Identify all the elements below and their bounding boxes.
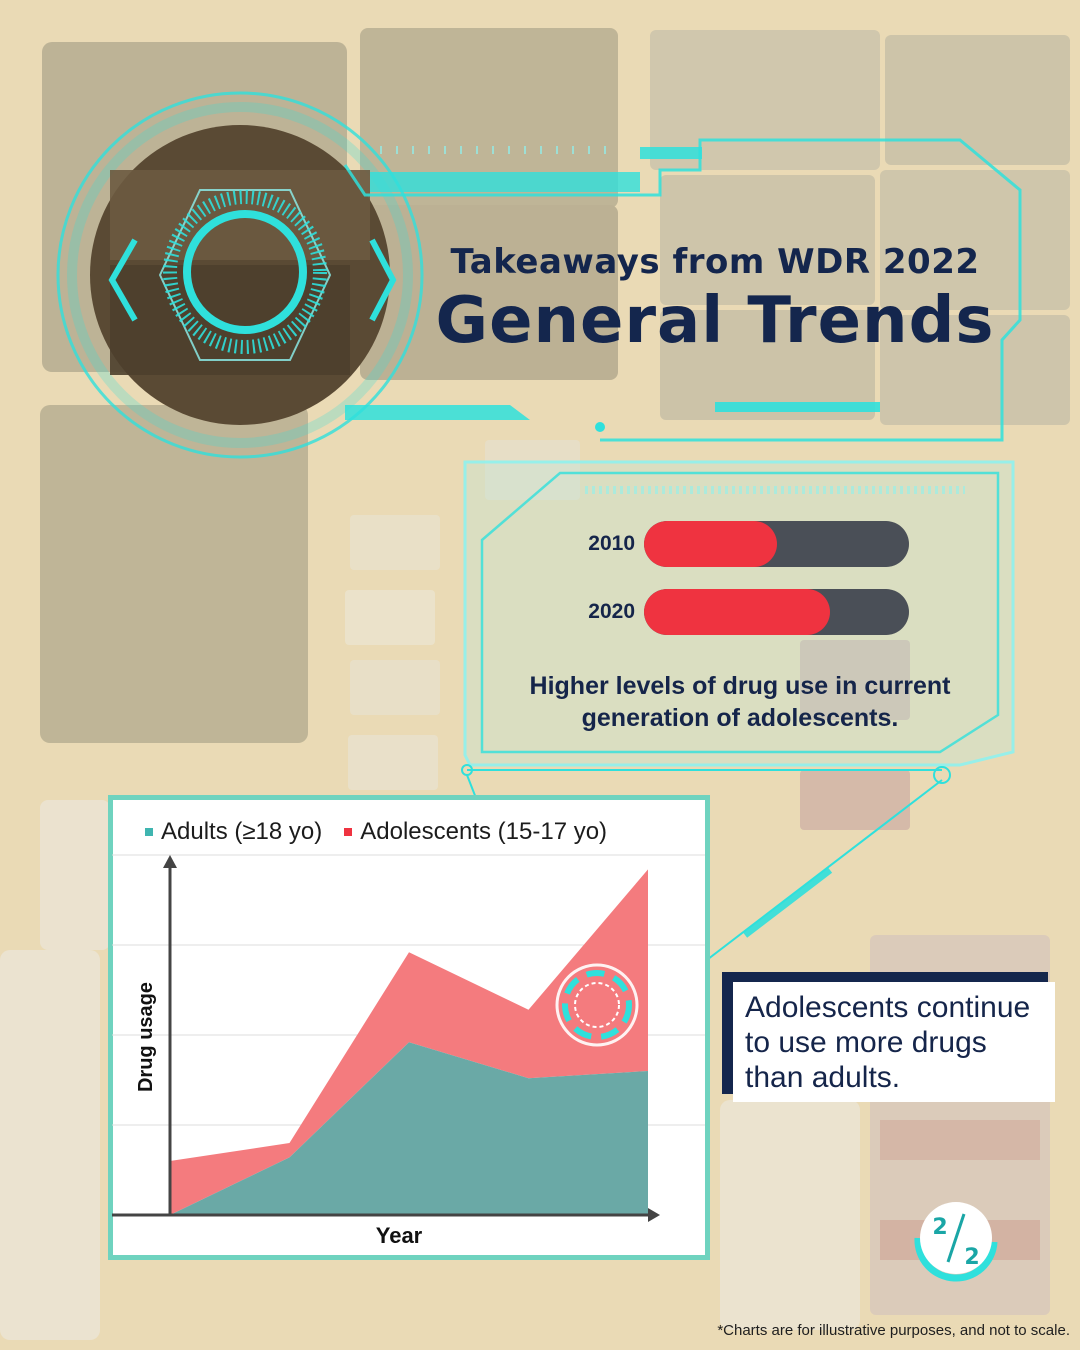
card-caption-line2: generation of adolescents. xyxy=(581,704,899,732)
bar-label-2020: 2020 xyxy=(588,600,635,623)
bar-track-2010 xyxy=(644,521,909,567)
callout-box: Adolescents continue to use more drugs t… xyxy=(733,982,1055,1102)
page-total: 2 xyxy=(964,1245,979,1270)
legend-label-adolescents: Adolescents (15-17 yo) xyxy=(360,818,608,845)
lens-inner-ring xyxy=(183,210,307,334)
page-indicator: 2 2 xyxy=(914,1202,998,1282)
card-caption: Higher levels of drug use in current gen… xyxy=(495,670,985,734)
header-subtitle: Takeaways from WDR 2022 xyxy=(450,242,980,282)
callout-line2: to use more drugs xyxy=(745,1026,987,1059)
bar-label-2010: 2010 xyxy=(588,532,635,555)
lens-glow-ring xyxy=(67,102,413,448)
bar-fill-2020 xyxy=(644,589,830,635)
bar-track-2020 xyxy=(644,589,909,635)
callout-line3: than adults. xyxy=(745,1061,901,1094)
legend-swatch-adolescents xyxy=(344,828,353,836)
legend-item-adolescents: Adolescents (15-17 yo) xyxy=(344,818,607,846)
page-current: 2 xyxy=(932,1215,947,1240)
lens-tick-ring xyxy=(163,190,327,354)
chart-legend: Adults (≥18 yo) Adolescents (15-17 yo) xyxy=(145,818,607,846)
footnote: *Charts are for illustrative purposes, a… xyxy=(717,1322,1070,1339)
lens-outer-ring xyxy=(56,91,424,459)
header-frame xyxy=(343,138,1022,442)
callout-line1: Adolescents continue xyxy=(745,991,1031,1024)
legend-swatch-adults xyxy=(145,828,153,836)
card-caption-line1: Higher levels of drug use in current xyxy=(529,672,951,700)
page-divider xyxy=(946,1213,966,1263)
lens-hexagon xyxy=(158,189,332,361)
legend-item-adults: Adults (≥18 yo) xyxy=(145,818,322,846)
bar-fill-2010 xyxy=(644,521,777,567)
legend-label-adults: Adults (≥18 yo) xyxy=(161,818,323,845)
header-title: General Trends xyxy=(435,284,995,358)
chart-panel: Adults (≥18 yo) Adolescents (15-17 yo) xyxy=(108,795,710,1260)
